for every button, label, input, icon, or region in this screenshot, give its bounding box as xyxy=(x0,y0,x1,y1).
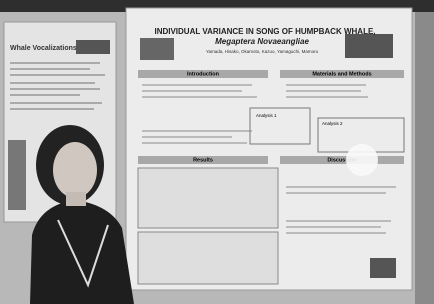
section-title: Introduction xyxy=(187,71,220,77)
poster-authors: Yamada, Hisako, Okamoto, Kazuo, Yamaguch… xyxy=(206,49,319,54)
photo: Whale Vocalizations INDIVIDUAL VARIANCE … xyxy=(0,0,434,304)
neck xyxy=(66,192,86,206)
analysis-label: Analysis 2 xyxy=(322,121,343,126)
section-title: Materials and Methods xyxy=(312,71,371,77)
poster-species: Megaptera Novaeangliae xyxy=(215,37,309,46)
section-title: Results xyxy=(193,157,213,163)
left-poster-title: Whale Vocalizations xyxy=(10,45,77,52)
light-glare xyxy=(346,144,378,176)
discussion-photo xyxy=(370,258,396,278)
left-poster-figure xyxy=(8,140,26,210)
board-edge xyxy=(415,12,434,304)
poster-photo-right xyxy=(345,34,393,58)
results-figure xyxy=(138,168,278,228)
results-chart xyxy=(138,232,278,284)
analysis-label: Analysis 1 xyxy=(256,113,277,118)
main-poster: INDIVIDUAL VARIANCE IN SONG OF HUMPBACK … xyxy=(126,8,412,290)
poster-photo-left xyxy=(140,38,174,60)
face xyxy=(53,142,97,198)
poster-title: INDIVIDUAL VARIANCE IN SONG OF HUMPBACK … xyxy=(154,27,375,36)
left-poster-photo xyxy=(76,40,110,54)
